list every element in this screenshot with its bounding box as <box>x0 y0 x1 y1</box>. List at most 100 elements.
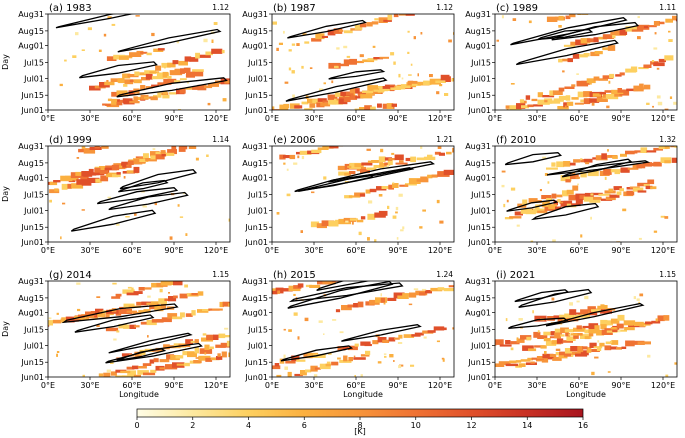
heat-cell <box>610 340 613 343</box>
heat-cell <box>564 105 567 108</box>
heat-cell <box>122 93 129 97</box>
heat-cell <box>664 108 669 110</box>
heat-cell <box>163 78 172 85</box>
heat-cell <box>357 91 363 98</box>
heat-cell <box>323 176 327 180</box>
panel-heat-field <box>48 281 230 377</box>
heat-cell <box>322 146 334 149</box>
heat-cell <box>665 18 673 23</box>
x-tick-label: 60°E <box>569 246 588 255</box>
heat-cell <box>427 6 432 10</box>
x-tick-label: 60°E <box>122 246 141 255</box>
heat-cell <box>556 161 565 168</box>
heat-cell <box>390 52 395 56</box>
heat-cell <box>185 71 195 78</box>
heat-cell <box>362 90 374 94</box>
heat-cell <box>212 308 223 311</box>
y-tick-label: Jun15 <box>467 91 491 100</box>
heat-cell <box>389 354 394 358</box>
heat-cell <box>453 32 454 35</box>
heat-cell <box>527 357 533 361</box>
heat-cell <box>537 335 548 339</box>
heat-cell <box>61 317 66 322</box>
heat-cell <box>168 292 170 294</box>
heat-cell <box>97 312 105 318</box>
heat-cell <box>222 98 227 102</box>
heat-cell <box>382 339 390 343</box>
heat-cell <box>371 21 379 25</box>
heat-cell <box>162 95 170 99</box>
heat-cell <box>602 94 606 98</box>
y-tick-label: Aug01 <box>242 174 268 183</box>
heat-cell <box>402 85 411 89</box>
panel-9: (i) 2021 1.15 Aug31 Aug15 Aug01 Jul15 Jul01 Jun… <box>465 270 678 399</box>
heat-cell <box>564 313 575 319</box>
heat-cell <box>648 25 657 28</box>
heat-cell <box>387 205 390 209</box>
heat-cell <box>361 162 373 166</box>
heat-cell <box>116 163 123 167</box>
heat-cell <box>170 355 180 361</box>
heat-cell <box>452 147 454 153</box>
y-tick-label: Jun01 <box>244 373 268 382</box>
heat-cell <box>99 170 108 175</box>
heat-cell <box>407 51 410 54</box>
heat-cell <box>510 347 514 351</box>
heat-cell <box>604 328 617 331</box>
panel-title: (f) 2010 <box>496 135 536 146</box>
heat-cell <box>366 148 371 151</box>
contour-line <box>74 314 155 333</box>
heat-cell <box>362 59 375 63</box>
heat-cell <box>577 91 588 98</box>
heat-cell <box>131 287 134 291</box>
heat-cell <box>589 98 600 103</box>
heat-cell <box>145 158 157 162</box>
heat-cell <box>399 364 404 367</box>
heat-cell <box>180 312 185 318</box>
heat-cell <box>579 195 587 200</box>
heat-cell <box>554 332 561 339</box>
heat-cell <box>546 167 558 170</box>
heat-cell <box>435 80 446 83</box>
contour-line <box>545 302 645 327</box>
heat-cell <box>617 88 622 93</box>
panel-heat-field <box>272 281 454 377</box>
heat-cell <box>204 344 210 350</box>
heat-cell <box>284 366 288 370</box>
heat-cell <box>292 94 295 98</box>
heat-cell <box>643 184 650 187</box>
panel-frame <box>47 280 231 378</box>
heat-cell <box>393 14 399 18</box>
heat-cell <box>596 346 602 351</box>
colorbar-unit-label: [K] <box>354 427 366 436</box>
heat-cell <box>653 161 662 167</box>
heat-cell <box>121 353 132 357</box>
heat-cell <box>577 346 584 353</box>
heat-cell <box>319 363 331 370</box>
heat-cell <box>399 14 411 16</box>
heat-cell <box>339 359 352 363</box>
panel-frame <box>271 280 455 378</box>
heat-cell <box>344 141 350 145</box>
heat-cell <box>346 91 354 96</box>
heat-cell <box>644 321 653 325</box>
heat-cell <box>391 125 402 130</box>
heat-cell <box>547 181 550 184</box>
heat-cell <box>167 149 177 155</box>
heat-cell <box>133 291 143 294</box>
heat-cell <box>616 2 624 7</box>
contour-line <box>287 19 367 39</box>
heat-cell <box>431 174 438 178</box>
heat-cell <box>206 154 209 157</box>
heat-cell <box>165 281 177 285</box>
x-tick-label: 0°E <box>41 246 55 255</box>
heat-cell <box>357 60 364 64</box>
heat-cell <box>299 150 312 155</box>
heat-cell <box>656 95 661 99</box>
heat-cell <box>184 56 192 62</box>
y-tick-label: Jun01 <box>467 106 491 115</box>
heat-cell <box>291 43 296 46</box>
heat-cell <box>597 305 603 309</box>
heat-cell <box>651 320 661 324</box>
heat-cell <box>81 209 85 211</box>
